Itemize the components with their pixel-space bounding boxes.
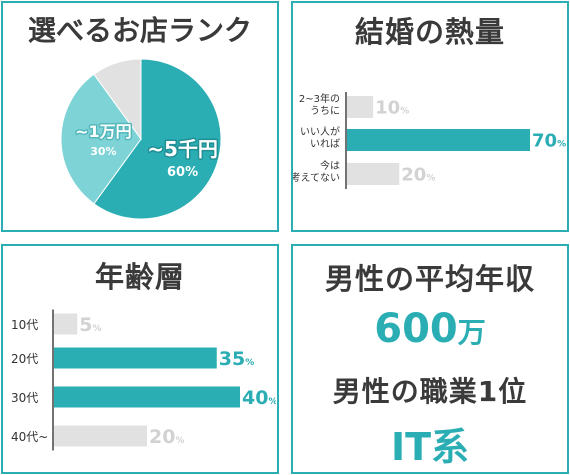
unit-label: %: [245, 358, 254, 368]
income-value: 600: [374, 306, 458, 352]
value-label: 10%: [375, 97, 409, 118]
pie-slice: [93, 58, 142, 141]
category-label: 10代: [11, 318, 38, 332]
pie-slice: [93, 58, 222, 220]
bar: [347, 96, 374, 118]
income-value-row: 600万: [293, 306, 567, 352]
value-label: 35%: [219, 348, 254, 370]
pie-percent: 60%: [167, 165, 198, 180]
category-label: 30代: [11, 391, 38, 405]
bar: [347, 163, 400, 185]
value-label: 20%: [401, 164, 435, 185]
category-label: いい人が: [300, 125, 340, 138]
store-rank-panel: 選べるお店ランク ~5千円 60% ~1万円 30%: [1, 1, 279, 232]
category-label: 今は: [320, 159, 340, 172]
job-title: 男性の職業1位: [332, 375, 528, 408]
category-label: 40代~: [11, 430, 48, 444]
category-label: いれば: [310, 138, 340, 150]
unit-label: %: [400, 106, 409, 116]
job-value: IT系: [390, 425, 470, 469]
unit-label: %: [557, 139, 566, 149]
bar: [54, 347, 217, 369]
store-rank-pie-chart: ~5千円 60% ~1万円 30%: [60, 58, 222, 220]
age-title: 年齢層: [94, 260, 185, 294]
pie-percent: 30%: [90, 145, 116, 158]
category-label: うちに: [310, 105, 340, 117]
bar: [54, 425, 147, 447]
category-label: 考えてない: [293, 172, 340, 184]
bar: [54, 313, 78, 335]
category-label: 20代: [11, 352, 38, 366]
marriage-title: 結婚の熱量: [354, 15, 505, 49]
income-title: 男性の平均年収: [324, 262, 535, 296]
value-label: 20%: [149, 426, 184, 448]
age-panel: 年齢層 10代 5% 20代 35% 30代 40% 40代~ 20%: [1, 244, 279, 474]
value-label: 40%: [242, 387, 276, 409]
unit-label: %: [92, 324, 101, 334]
income-panel: 男性の平均年収 600万 男性の職業1位 IT系: [291, 244, 569, 474]
bar: [54, 386, 240, 408]
pie-label: ~1万円: [75, 122, 132, 141]
store-rank-title: 選べるお店ランク: [27, 14, 252, 47]
unit-label: %: [268, 397, 276, 407]
pie-slice: [60, 73, 142, 205]
value-label: 5%: [79, 314, 101, 336]
category-label: 2~3年の: [299, 92, 340, 105]
bar: [347, 129, 530, 151]
pie-label: ~5千円: [147, 137, 218, 161]
marriage-panel: 結婚の熱量 2~3年の うちに 10% いい人が いれば 70% 今は 考えてない 20%: [291, 1, 569, 232]
unit-label: %: [175, 436, 184, 446]
income-unit: 万: [457, 316, 486, 349]
value-label: 70%: [532, 130, 566, 151]
age-bar-chart: 10代 5% 20代 35% 30代 40% 40代~ 20%: [11, 309, 276, 451]
unit-label: %: [426, 173, 435, 183]
